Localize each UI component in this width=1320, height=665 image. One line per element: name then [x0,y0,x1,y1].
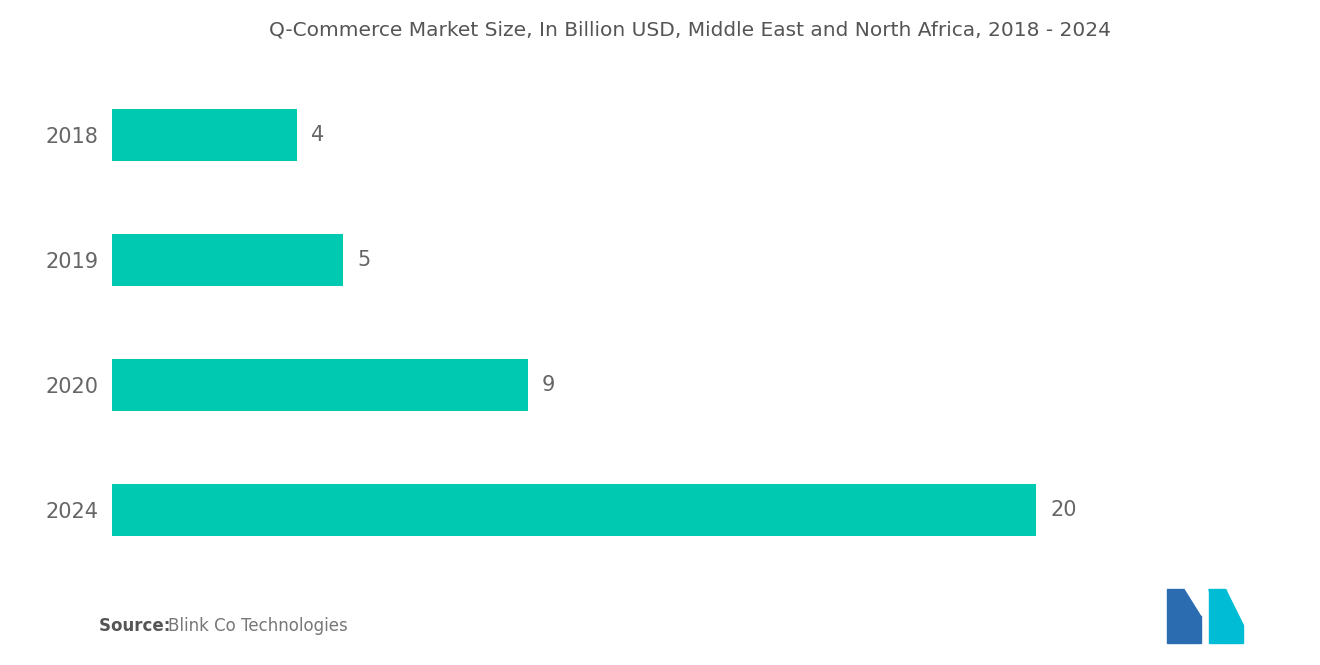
Text: Blink Co Technologies: Blink Co Technologies [168,617,347,635]
Text: 5: 5 [356,250,371,270]
Bar [112,483,1036,536]
Text: 9: 9 [543,375,556,395]
Bar [112,234,343,287]
Text: 4: 4 [312,125,325,145]
Polygon shape [1167,590,1201,616]
Bar [112,358,528,411]
Bar [112,109,297,162]
Polygon shape [1184,616,1201,644]
Title: Q-Commerce Market Size, In Billion USD, Middle East and North Africa, 2018 - 202: Q-Commerce Market Size, In Billion USD, … [269,21,1110,40]
Text: Source:: Source: [99,617,176,635]
Polygon shape [1225,625,1243,644]
Polygon shape [1209,590,1243,625]
Polygon shape [1209,590,1225,644]
Text: 20: 20 [1051,500,1077,520]
Polygon shape [1167,590,1184,644]
